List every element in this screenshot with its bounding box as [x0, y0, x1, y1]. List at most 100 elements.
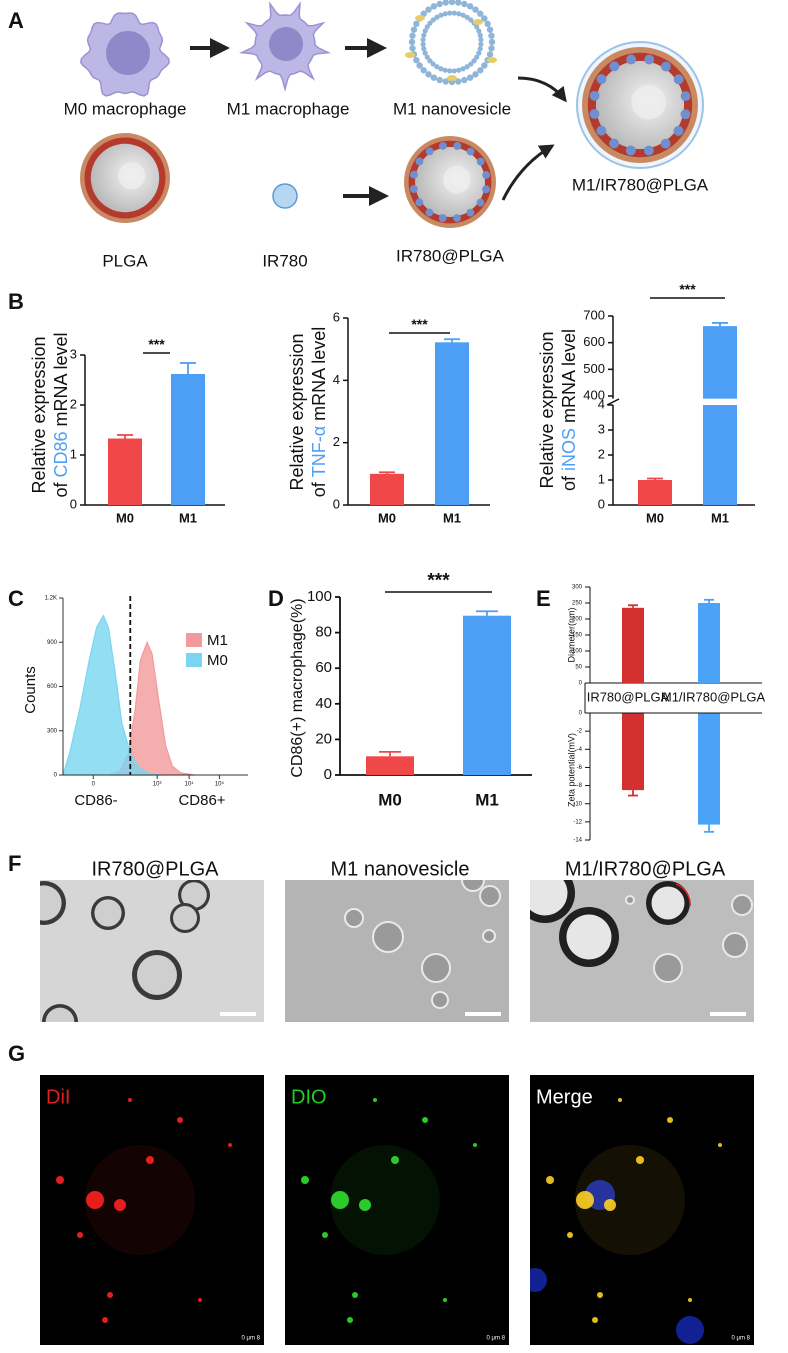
lipid-head [478, 41, 484, 47]
y-axis-label-part: mRNA level [559, 329, 579, 423]
lipid-head [438, 12, 444, 18]
fluorescent-dot [636, 1156, 644, 1164]
axis-break [606, 398, 620, 406]
ir780-dot [609, 138, 620, 149]
lipid-head [477, 10, 484, 17]
cell-outline [330, 1145, 440, 1255]
ir780-dot [425, 147, 434, 156]
lipid-head [442, 78, 449, 85]
nucleus-stain [530, 1268, 547, 1292]
ir780-dot [410, 170, 418, 179]
lipid-head [477, 46, 483, 52]
vesicle [421, 953, 451, 983]
lipid-head [438, 66, 444, 72]
y-tick-label: 0 [54, 773, 58, 779]
fluorescent-dot [618, 1098, 622, 1102]
y-tick-label: 2 [598, 446, 605, 461]
lipid-head [425, 6, 432, 13]
nucleus [269, 27, 303, 61]
ir780-dot [673, 125, 684, 136]
lipid-head [448, 0, 456, 6]
y-tick-label: 3 [70, 346, 77, 361]
fluorescent-dot [228, 1143, 232, 1147]
y-tick-label: 60 [315, 659, 332, 676]
fluorescent-dot [567, 1232, 573, 1238]
lipid-head [451, 68, 457, 74]
particle-inner [45, 1007, 75, 1022]
ir780-dot [626, 54, 637, 65]
lipid-head [422, 28, 428, 34]
y-axis-label: Relative expression [537, 331, 557, 488]
lipid-head [488, 32, 495, 39]
diagram-label: IR780 [262, 251, 307, 270]
protein [487, 57, 497, 63]
particle-highlight [631, 84, 667, 120]
fluorescence-image: DiI 0 μm 8 [40, 1075, 264, 1345]
bar [366, 756, 414, 775]
particle-inner [40, 885, 62, 921]
y-tick-label: 0 [324, 766, 332, 783]
diagram-label: M1/IR780@PLGA [572, 175, 709, 194]
lipid-head [471, 58, 477, 64]
fluorescent-dot [359, 1199, 371, 1211]
y-tick-label: 1 [598, 471, 605, 486]
y-tick-label: 1.2K [45, 596, 57, 602]
diagram-label: M0 macrophage [64, 99, 187, 118]
y-tick-label: 40 [315, 695, 332, 712]
y-tick-label: 20 [315, 730, 332, 747]
y-axis-label-gene: CD86 [51, 431, 71, 477]
bar [698, 603, 720, 683]
significance: *** [411, 316, 428, 332]
lipid-head [422, 50, 428, 56]
ir780-dot [476, 198, 485, 207]
channel-label: Merge [536, 1086, 593, 1108]
lipid-head [436, 76, 443, 84]
protein [447, 75, 457, 81]
fluorescent-dot [592, 1317, 598, 1323]
particle-inner [566, 914, 612, 960]
lipid-head [477, 67, 484, 74]
fluorescent-dot [546, 1176, 554, 1184]
y-tick-label: -14 [573, 838, 582, 844]
ir780-dot [680, 109, 691, 120]
panel-label: E [536, 586, 551, 611]
y-tick-label: 0 [579, 681, 583, 687]
ir780-dot [660, 138, 671, 149]
lipid-head [434, 14, 440, 20]
y-tick-label: 300 [572, 585, 583, 591]
panel-label: G [8, 1041, 25, 1066]
ir780-dot [466, 147, 475, 156]
lipid-head [409, 32, 416, 39]
membrane-highlight [675, 883, 691, 907]
lipid-head [413, 20, 420, 28]
y-axis-label: CD86(+) macrophage(%) [289, 598, 306, 777]
y-tick-label: 2 [70, 396, 77, 411]
cell-outline [575, 1145, 685, 1255]
lipid-head [486, 51, 494, 58]
lipid-head [460, 66, 466, 72]
vesicle [731, 894, 753, 916]
ir780-dot [673, 74, 684, 85]
lipid-head [474, 24, 480, 30]
y-tick-label: 4 [598, 396, 605, 411]
diagram-label: IR780@PLGA [396, 246, 505, 265]
ir780-dot [415, 198, 424, 207]
gate-label: CD86+ [178, 792, 225, 809]
vesicle [479, 885, 501, 907]
particle-highlight [443, 165, 471, 194]
lipid-head [455, 0, 462, 6]
lipid-head [481, 62, 488, 69]
fluorescent-dot [718, 1143, 722, 1147]
y-axis-label-part: mRNA level [51, 332, 71, 426]
lipid-head [460, 12, 466, 18]
density-area [62, 614, 161, 776]
lipid-head [461, 0, 468, 8]
y-tick-label: -8 [577, 783, 583, 789]
curved-arrow [517, 76, 567, 103]
y-tick-label: -10 [573, 801, 582, 807]
lipid-head [468, 61, 474, 67]
y-tick-label: 100 [572, 649, 583, 655]
